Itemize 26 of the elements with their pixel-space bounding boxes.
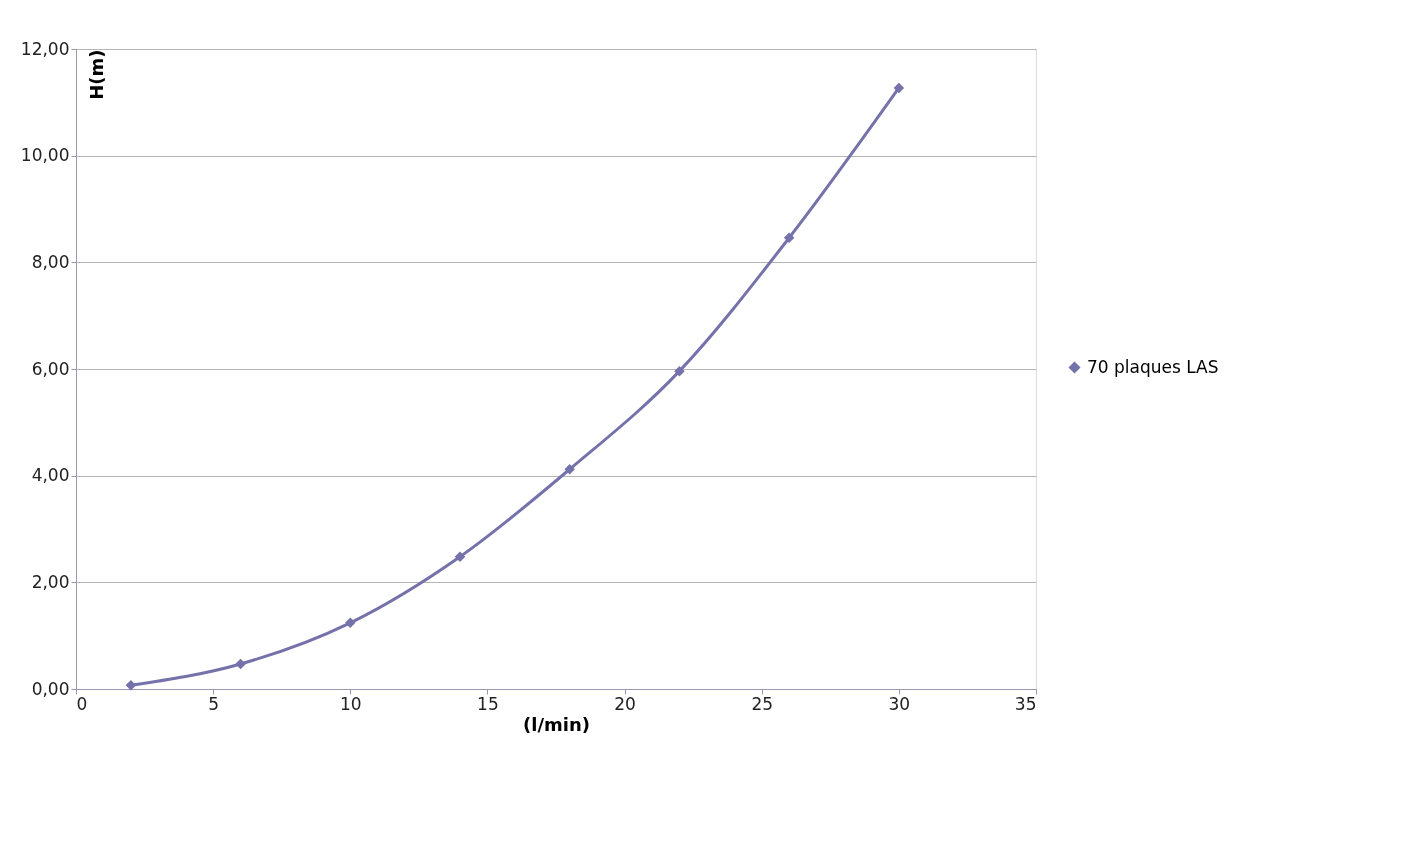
point: [345, 617, 356, 629]
y-axis-title: H(m): [85, 49, 107, 100]
y-tick-label: 8,00: [31, 251, 70, 272]
x-tick-label: 20: [614, 693, 636, 714]
point: [893, 82, 905, 94]
point: [674, 365, 685, 377]
x-tick-label: 5: [208, 693, 220, 714]
y-tick-label: 0,00: [31, 678, 70, 699]
y-tick-label: 4,00: [31, 465, 70, 486]
x-axis-title: (l/min): [523, 713, 590, 735]
x-tick-label: 10: [339, 693, 362, 714]
y-tick-label: 2,00: [31, 571, 70, 592]
x-tick-label: 30: [888, 693, 911, 714]
legend-label: 70 plaques LAS: [1087, 356, 1219, 377]
y-tick-label: 12,00: [20, 38, 70, 59]
point: [454, 551, 466, 562]
point: [783, 232, 795, 244]
y-tick-label: 6,00: [31, 358, 70, 379]
x-tick-label: 0: [76, 693, 88, 714]
x-tick-label: 25: [751, 693, 774, 714]
point: [235, 658, 246, 670]
y-tick-label: 10,00: [20, 145, 70, 166]
x-tick-label: 35: [1014, 693, 1037, 714]
point: [125, 680, 137, 691]
point: [564, 464, 575, 475]
x-tick-label: 15: [477, 693, 499, 714]
